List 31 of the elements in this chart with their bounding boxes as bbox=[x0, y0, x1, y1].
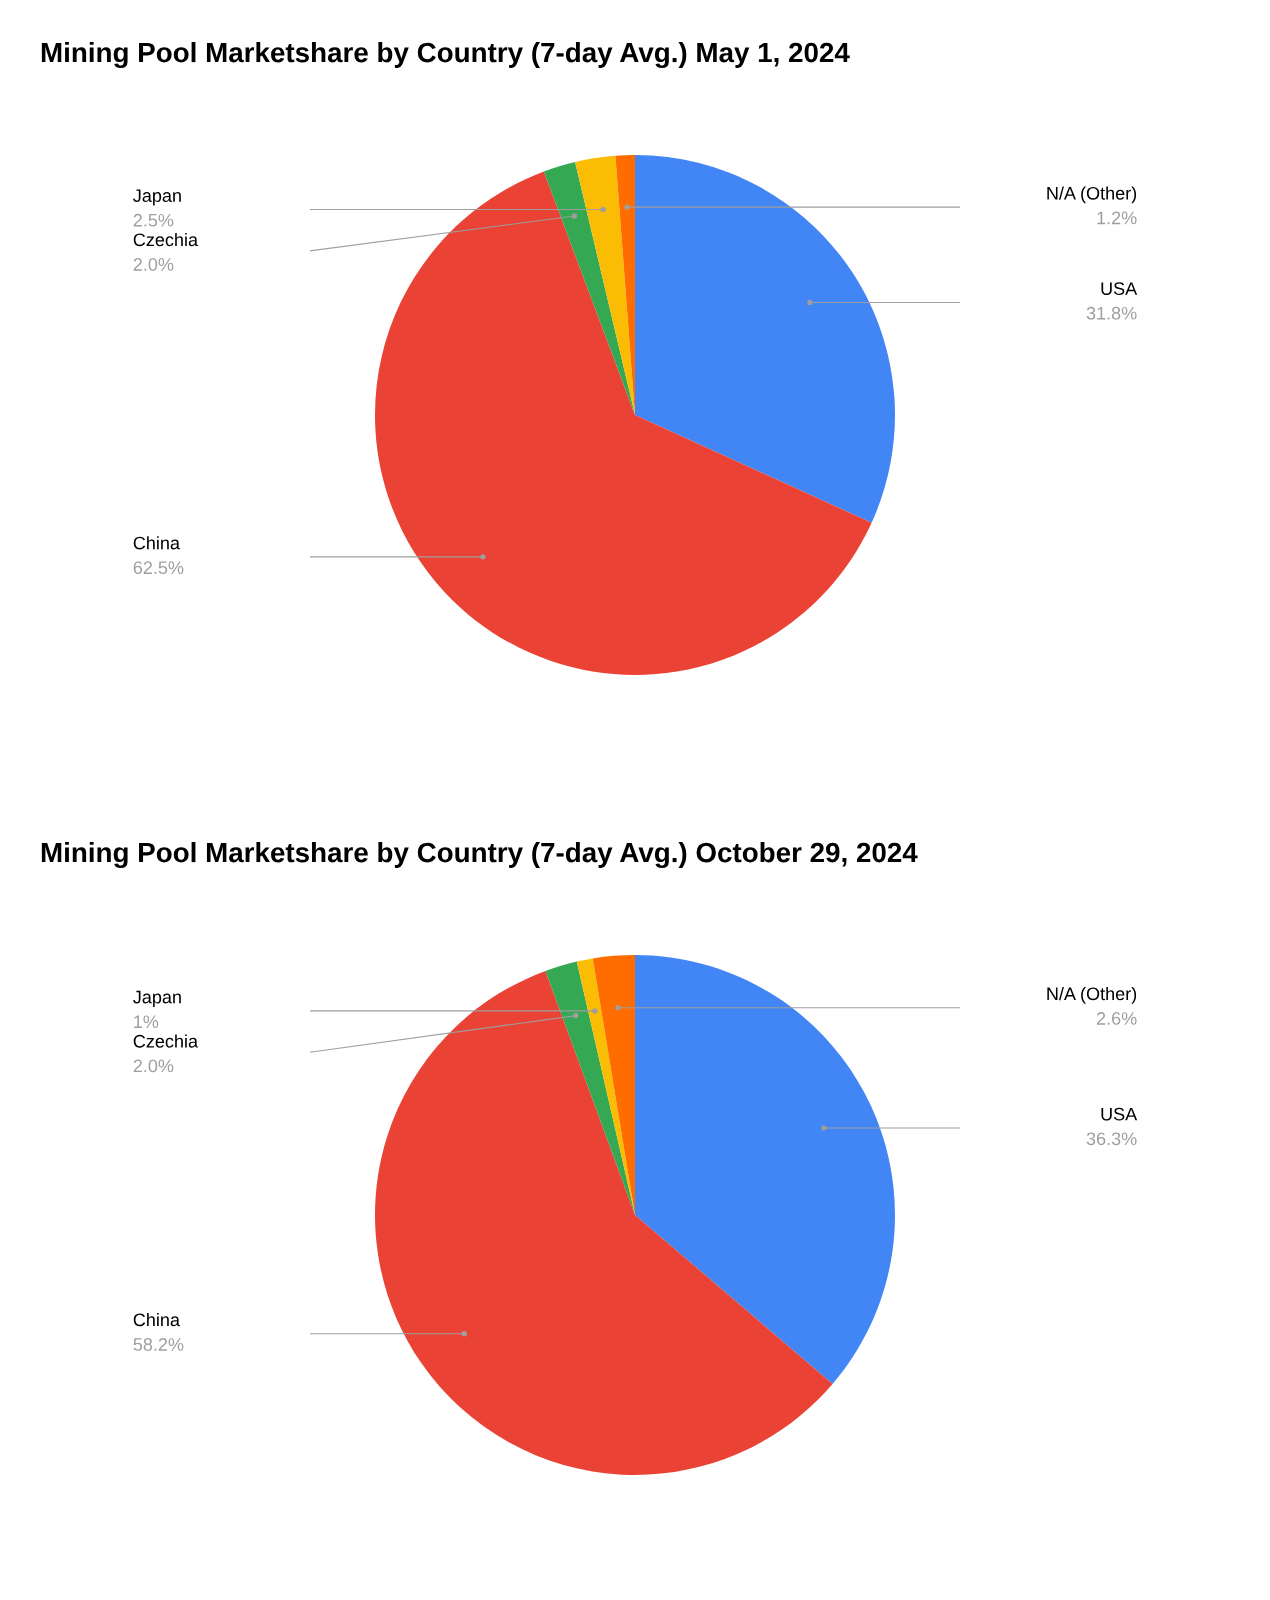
slice-label: N/A (Other) bbox=[1047, 986, 1137, 1004]
data-label: 2.0% bbox=[133, 1059, 174, 1073]
pie-slice bbox=[635, 955, 895, 1385]
pie-slice bbox=[635, 155, 895, 523]
pie-slice bbox=[545, 961, 635, 1215]
slice-label: Czechia bbox=[133, 1034, 199, 1048]
pie-slice bbox=[543, 161, 635, 415]
data-label: 62.5% bbox=[133, 561, 184, 575]
data-label: 2.5% bbox=[133, 213, 174, 227]
data-label: 1% bbox=[134, 1015, 159, 1029]
pie-slice bbox=[576, 958, 635, 1215]
slice-label: Japan bbox=[133, 189, 181, 206]
slice-label: China bbox=[133, 536, 180, 550]
pie-slice bbox=[375, 970, 833, 1475]
chart-title: Mining Pool Marketshare by Country (7-day Avg.) October 29, 2024 bbox=[41, 841, 918, 869]
slice-label: Czechia bbox=[133, 232, 199, 247]
data-label: 58.2% bbox=[133, 1338, 184, 1351]
pie-slice bbox=[592, 955, 635, 1215]
slice-label: N/A (Other) bbox=[1047, 186, 1137, 204]
data-label: 31.8% bbox=[1086, 306, 1137, 320]
slice-label: China bbox=[133, 1312, 180, 1327]
slice-label: USA bbox=[1101, 1107, 1138, 1121]
chart-title: Mining Pool Marketshare by Country (7-day Avg.) May 1, 2024 bbox=[41, 41, 850, 69]
slice-label: USA bbox=[1101, 282, 1138, 295]
data-label: 2.6% bbox=[1096, 1012, 1137, 1025]
data-label: 36.3% bbox=[1086, 1132, 1137, 1146]
slice-label: Japan bbox=[133, 990, 181, 1008]
pie-slice bbox=[575, 155, 635, 415]
data-label: 2.0% bbox=[133, 258, 174, 271]
pie-slice bbox=[375, 171, 872, 675]
data-label: 1.2% bbox=[1097, 211, 1137, 225]
